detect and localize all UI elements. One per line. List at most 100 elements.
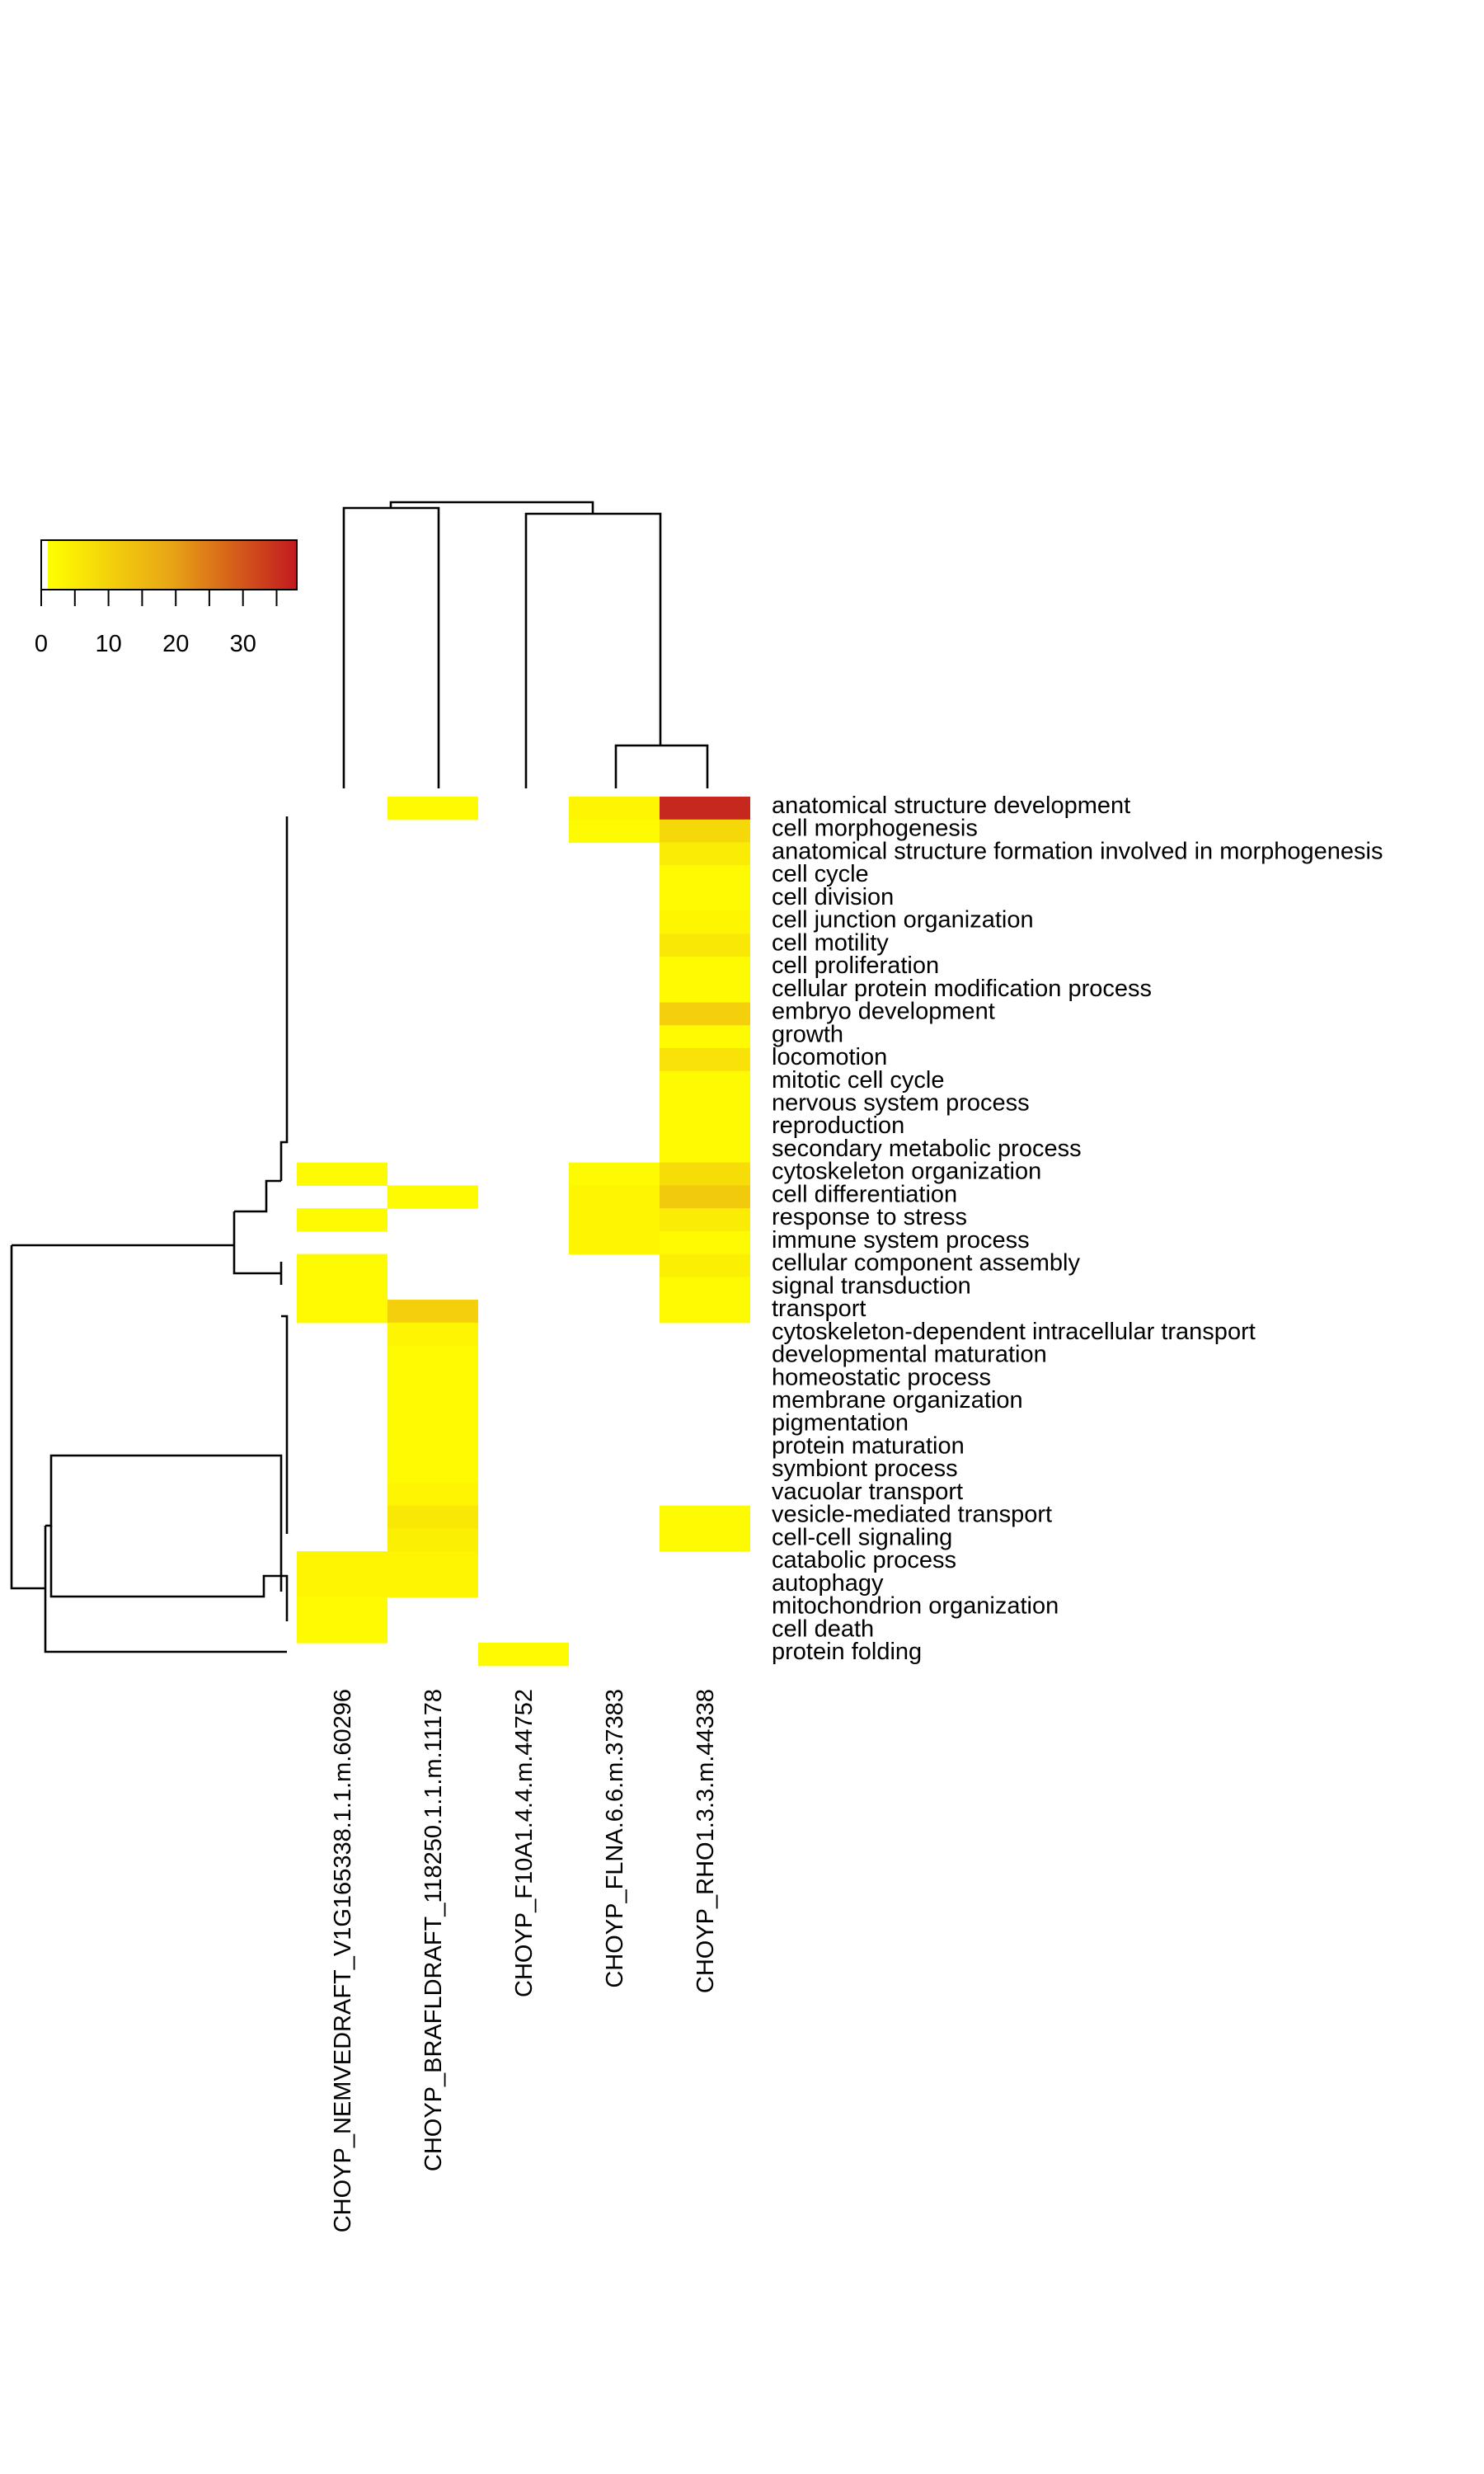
heatmap-cell-response-to-stress-col1 bbox=[297, 1208, 387, 1232]
heatmap-cell-response-to-stress-col5 bbox=[660, 1208, 750, 1232]
heatmap-cell-cell-cell-signaling-col5 bbox=[660, 1528, 750, 1552]
column-labels: CHOYP_NEMVEDRAFT_V1G165338.1.1.m.60296 CH… bbox=[330, 1689, 719, 2232]
color-key: 0 10 20 30 bbox=[35, 539, 298, 657]
heatmap-cell-cell-differentiation-col4 bbox=[569, 1185, 660, 1209]
heatmap-cell-response-to-stress-col4 bbox=[569, 1208, 660, 1232]
heatmap-cell-autophagy-col2 bbox=[387, 1573, 478, 1598]
heatmap-cell-vesicle-mediated-transport-col5 bbox=[660, 1505, 750, 1529]
heatmap-cell-reproduction-col5 bbox=[660, 1117, 750, 1141]
heatmap-cell-cytoskeleton-organization-col4 bbox=[569, 1162, 660, 1187]
row-label-cellular-component-assembly: cellular component assembly bbox=[772, 1250, 1080, 1277]
color-key-tick-label: 10 bbox=[95, 631, 121, 657]
row-label-cell-cycle: cell cycle bbox=[772, 861, 869, 887]
row-label-cell-motility: cell motility bbox=[772, 929, 889, 956]
heatmap-cell-developmental-maturation-col2 bbox=[387, 1345, 478, 1369]
row-label-developmental-maturation: developmental maturation bbox=[772, 1342, 1047, 1368]
heatmap-cell-mitotic-cell-cycle-col5 bbox=[660, 1070, 750, 1095]
row-dendrogram-leaf-stack-top bbox=[279, 816, 289, 1181]
row-label-anatomical-structure-formation-involved-in-morphogenesis: anatomical structure formation involved … bbox=[772, 838, 1383, 864]
row-label-symbiont-process: symbiont process bbox=[772, 1456, 958, 1482]
heatmap-cell-cell-motility-col5 bbox=[660, 934, 750, 957]
row-dendrogram-branch-mid bbox=[45, 1454, 283, 1592]
row-label-autophagy: autophagy bbox=[772, 1570, 884, 1597]
row-label-response-to-stress: response to stress bbox=[772, 1204, 967, 1230]
heatmap-cell-signal-transduction-col5 bbox=[660, 1277, 750, 1300]
heatmap-cell-cell-junction-organization-col5 bbox=[660, 910, 750, 934]
row-label-embryo-development: embryo development bbox=[772, 999, 995, 1025]
heatmap-cell-cell-differentiation-col2 bbox=[387, 1185, 478, 1209]
heatmap-cell-cell-differentiation-col5 bbox=[660, 1185, 750, 1209]
column-dendrogram bbox=[342, 501, 709, 788]
row-label-membrane-organization: membrane organization bbox=[772, 1387, 1023, 1413]
heatmap-cell-cell-morphogenesis-col4 bbox=[569, 819, 660, 844]
heatmap-cell-cell-cycle-col5 bbox=[660, 865, 750, 889]
row-label-homeostatic-process: homeostatic process bbox=[772, 1364, 991, 1390]
heatmap-cell-secondary-metabolic-process-col5 bbox=[660, 1139, 750, 1164]
heatmap-cell-pigmentation-col2 bbox=[387, 1413, 478, 1438]
row-label-protein-folding: protein folding bbox=[772, 1639, 922, 1665]
heatmap-cell-vesicle-mediated-transport-col2 bbox=[387, 1505, 478, 1529]
heatmap-cell-protein-folding-col3 bbox=[478, 1643, 569, 1667]
row-label-mitotic-cell-cycle: mitotic cell cycle bbox=[772, 1067, 945, 1094]
row-label-reproduction: reproduction bbox=[772, 1112, 904, 1139]
heatmap-cell-cytoskeleton-organization-col5 bbox=[660, 1162, 750, 1187]
column-dendrogram-branch-left bbox=[342, 506, 440, 559]
row-label-cell-morphogenesis: cell morphogenesis bbox=[772, 816, 978, 842]
row-label-growth: growth bbox=[772, 1021, 843, 1047]
row-label-signal-transduction: signal transduction bbox=[772, 1272, 971, 1299]
heatmap-cell-protein-maturation-col2 bbox=[387, 1437, 478, 1460]
column-label-3: CHOYP_F10A1.4.4.m.44752 bbox=[511, 1689, 538, 1997]
heatmap-cell-mitochondrion-organization-col1 bbox=[297, 1597, 387, 1620]
row-label-anatomical-structure-development: anatomical structure development bbox=[772, 793, 1130, 819]
row-label-immune-system-process: immune system process bbox=[772, 1227, 1030, 1253]
row-label-cytoskeleton-dependent-intracellular-transport: cytoskeleton-dependent intracellular tra… bbox=[772, 1319, 1256, 1345]
row-label-cell-division: cell division bbox=[772, 884, 894, 910]
row-dendrogram bbox=[10, 816, 289, 1653]
column-label-4: CHOYP_FLNA.6.6.m.37383 bbox=[602, 1689, 628, 1988]
heatmap-cell-locomotion-col5 bbox=[660, 1048, 750, 1072]
heatmap-cell-cytoskeleton-dependent-intracellular-transport-col2 bbox=[387, 1322, 478, 1347]
row-label-vacuolar-transport: vacuolar transport bbox=[772, 1479, 963, 1505]
heatmap-cell-signal-transduction-col1 bbox=[297, 1277, 387, 1300]
row-label-secondary-metabolic-process: secondary metabolic process bbox=[772, 1136, 1082, 1162]
column-dendrogram-branch-top bbox=[389, 501, 594, 514]
row-dendrogram-branch-stress bbox=[232, 1211, 281, 1275]
heatmap-cell-transport-col2 bbox=[387, 1300, 478, 1324]
color-key-tick-label: 30 bbox=[230, 631, 256, 657]
heatmap-cell-immune-system-process-col5 bbox=[660, 1230, 750, 1255]
row-dendrogram-branch-misc bbox=[49, 1526, 289, 1621]
heatmap-cell-cell-proliferation-col5 bbox=[660, 957, 750, 981]
row-label-vesicle-mediated-transport: vesicle-mediated transport bbox=[772, 1502, 1052, 1528]
row-label-cell-death: cell death bbox=[772, 1616, 874, 1642]
heatmap-cells bbox=[297, 797, 750, 1667]
row-label-cell-differentiation: cell differentiation bbox=[772, 1181, 957, 1207]
heatmap-cell-anatomical-structure-formation-involved-in-morphogenesis-col5 bbox=[660, 842, 750, 866]
heatmap-cell-cytoskeleton-organization-col1 bbox=[297, 1162, 387, 1187]
row-label-cytoskeleton-organization: cytoskeleton organization bbox=[772, 1159, 1041, 1185]
heatmap-cell-cell-division-col5 bbox=[660, 887, 750, 912]
heatmap-cell-cell-death-col1 bbox=[297, 1620, 387, 1644]
column-label-5: CHOYP_RHO1.3.3.m.44338 bbox=[693, 1689, 719, 1993]
row-label-cellular-protein-modification-process: cellular protein modification process bbox=[772, 976, 1152, 1002]
color-key-zero-swatch bbox=[41, 540, 48, 590]
heatmap-cell-catabolic-process-col2 bbox=[387, 1551, 478, 1575]
row-label-protein-maturation: protein maturation bbox=[772, 1432, 965, 1459]
column-dendrogram-branch-right bbox=[524, 512, 662, 788]
heatmap-cell-transport-col5 bbox=[660, 1300, 750, 1324]
color-key-tick-label: 0 bbox=[35, 631, 48, 657]
color-key-tick-label: 20 bbox=[162, 631, 189, 657]
heatmap-cell-cell-morphogenesis-col5 bbox=[660, 819, 750, 844]
column-label-2: CHOYP_BRAFLDRAFT_118250.1.1.m.11178 bbox=[420, 1689, 447, 2171]
heatmap-cell-membrane-organization-col2 bbox=[387, 1390, 478, 1415]
row-dendrogram-branch-morph bbox=[234, 1179, 281, 1213]
heatmap-cell-cellular-component-assembly-col1 bbox=[297, 1253, 387, 1277]
heatmap-cell-anatomical-structure-development-col5 bbox=[660, 797, 750, 821]
row-label-mitochondrion-organization: mitochondrion organization bbox=[772, 1593, 1059, 1620]
color-key-gradient bbox=[48, 540, 297, 590]
row-dendrogram-branch-lower bbox=[44, 1526, 287, 1653]
row-label-locomotion: locomotion bbox=[772, 1044, 887, 1070]
row-dendrogram-root bbox=[10, 1245, 45, 1590]
column-label-1: CHOYP_NEMVEDRAFT_V1G165338.1.1.m.60296 bbox=[330, 1689, 356, 2232]
